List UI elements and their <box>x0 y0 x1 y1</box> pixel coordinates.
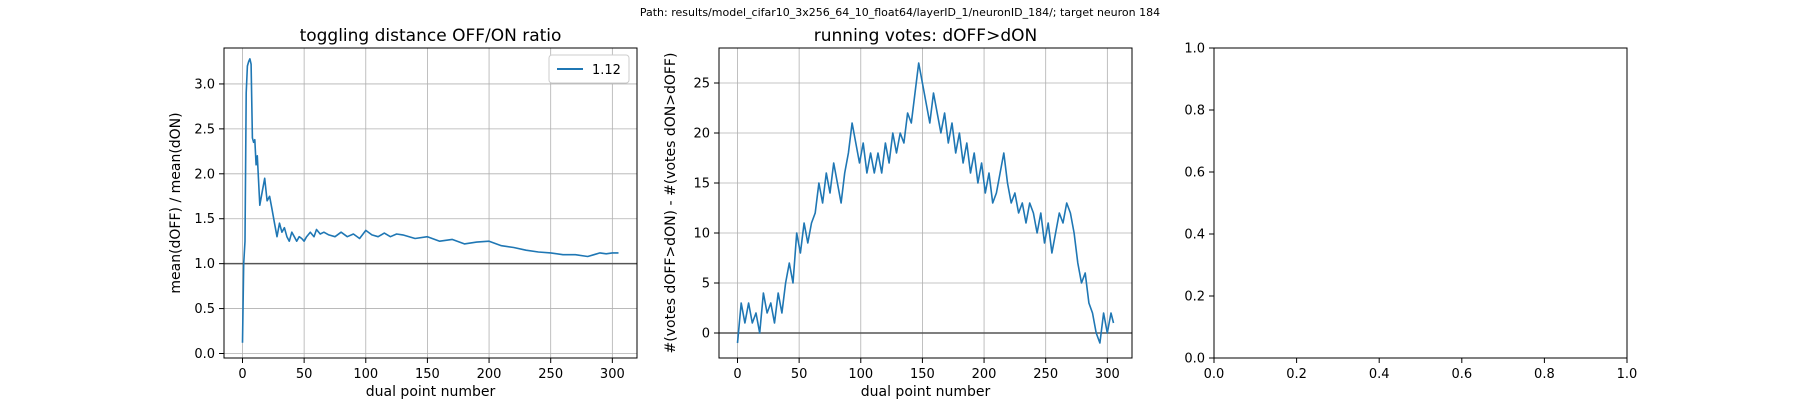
figure-suptitle: Path: results/model_cifar10_3x256_64_10_… <box>640 6 1160 19</box>
y-tick-label: 10 <box>693 227 710 242</box>
y-axis-label: #(votes dOFF>dON) - #(votes dON>dOFF) <box>663 53 679 354</box>
x-tick-label: 300 <box>1095 367 1120 382</box>
y-axis-label: mean(dOFF) / mean(dON) <box>168 112 184 293</box>
x-tick-label: 100 <box>353 367 378 382</box>
y-tick-label: 1.0 <box>1184 42 1205 57</box>
x-tick-label: 300 <box>600 367 625 382</box>
x-tick-label: 250 <box>538 367 563 382</box>
y-tick-label: 2.0 <box>194 167 215 182</box>
y-tick-label: 0.2 <box>1184 290 1205 305</box>
x-tick-label: 100 <box>848 367 873 382</box>
y-tick-label: 2.5 <box>194 122 215 137</box>
y-tick-label: 3.0 <box>194 77 215 92</box>
axes-title: running votes: dOFF>dON <box>814 26 1037 46</box>
x-tick-label: 50 <box>791 367 808 382</box>
y-tick-label: 0.0 <box>1184 352 1205 367</box>
y-tick-label: 0.0 <box>194 347 215 362</box>
y-tick-label: 1.0 <box>194 257 215 272</box>
axes-title: toggling distance OFF/ON ratio <box>300 26 562 46</box>
axes-votes-chart: 0 50 100 150 200 250 300 0 5 10 15 20 25 running vote… <box>663 26 1133 400</box>
x-tick-label: 250 <box>1033 367 1058 382</box>
x-tick-label: 150 <box>415 367 440 382</box>
y-tick-label: 20 <box>693 127 710 142</box>
legend-box <box>548 54 630 84</box>
axes-ratio-chart: 0 50 100 150 200 250 300 0.0 0.5 1.0 1.5 2.0 2.5 3.0 t… <box>168 26 638 400</box>
x-tick-label: 0.8 <box>1534 367 1555 382</box>
axes-empty-chart: 0.0 0.2 0.4 0.6 0.8 1.0 0.0 0.2 0.4 0.6 0.8 1.0 <box>1184 42 1637 383</box>
x-tick-label: 0.2 <box>1286 367 1307 382</box>
x-tick-label: 200 <box>477 367 502 382</box>
y-tick-label: 0.6 <box>1184 166 1205 181</box>
x-tick-label: 150 <box>910 367 935 382</box>
x-tick-label: 0 <box>733 367 741 382</box>
y-tick-label: 0.4 <box>1184 228 1205 243</box>
x-tick-label: 200 <box>972 367 997 382</box>
x-tick-label: 0.4 <box>1369 367 1390 382</box>
axes-frame <box>223 47 638 359</box>
axes-frame <box>718 47 1133 359</box>
legend: 1.12 <box>548 54 630 84</box>
y-tick-label: 0.8 <box>1184 104 1205 119</box>
y-tick-label: 0 <box>702 327 710 342</box>
series-line-0 <box>736 62 1115 344</box>
y-tick-label: 25 <box>693 77 710 92</box>
y-tick-label: 15 <box>693 177 710 192</box>
x-axis-label: dual point number <box>366 384 496 400</box>
axes-frame <box>1213 47 1628 359</box>
x-tick-label: 0.0 <box>1204 367 1225 382</box>
y-tick-label: 0.5 <box>194 302 215 317</box>
x-tick-label: 1.0 <box>1617 367 1638 382</box>
series-line-0 <box>241 57 619 343</box>
legend-label: 1.12 <box>592 63 621 78</box>
x-tick-label: 0 <box>238 367 246 382</box>
x-axis-label: dual point number <box>861 384 991 400</box>
y-tick-label: 5 <box>702 277 710 292</box>
x-tick-label: 0.6 <box>1451 367 1472 382</box>
y-tick-label: 1.5 <box>194 212 215 227</box>
x-tick-label: 50 <box>296 367 313 382</box>
